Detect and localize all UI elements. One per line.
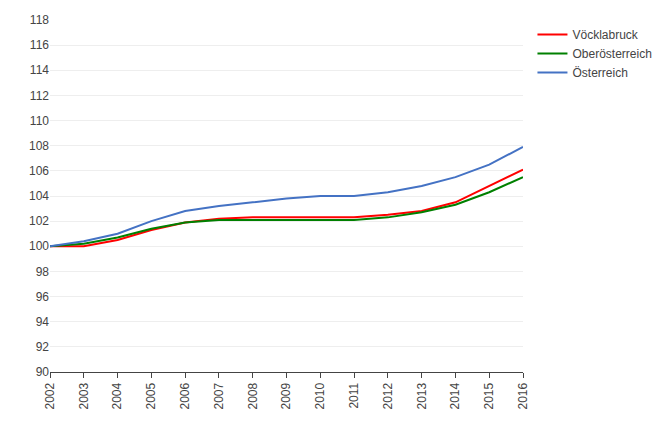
- svg-text:2014: 2014: [448, 382, 462, 409]
- svg-text:2010: 2010: [313, 382, 327, 409]
- svg-text:92: 92: [36, 340, 50, 354]
- svg-text:2008: 2008: [246, 382, 260, 409]
- svg-text:102: 102: [29, 214, 49, 228]
- svg-text:2005: 2005: [144, 382, 158, 409]
- svg-text:2012: 2012: [381, 382, 395, 409]
- svg-text:2011: 2011: [347, 382, 361, 408]
- svg-text:98: 98: [36, 265, 50, 279]
- svg-text:2007: 2007: [212, 382, 226, 409]
- svg-text:90: 90: [36, 365, 50, 379]
- svg-text:2002: 2002: [43, 382, 57, 409]
- svg-text:108: 108: [29, 139, 49, 153]
- svg-text:96: 96: [36, 290, 50, 304]
- svg-text:100: 100: [29, 239, 49, 253]
- svg-text:2006: 2006: [178, 382, 192, 409]
- svg-text:Österreich: Österreich: [572, 66, 627, 80]
- svg-text:2009: 2009: [279, 382, 293, 409]
- svg-text:Vöcklabruck: Vöcklabruck: [572, 28, 638, 42]
- svg-text:2015: 2015: [482, 382, 496, 409]
- svg-text:2013: 2013: [415, 382, 429, 409]
- svg-text:116: 116: [30, 38, 49, 52]
- svg-text:94: 94: [36, 315, 50, 329]
- svg-text:118: 118: [30, 13, 49, 27]
- svg-text:Oberösterreich: Oberösterreich: [572, 47, 651, 61]
- svg-text:2003: 2003: [77, 382, 91, 409]
- svg-text:106: 106: [29, 164, 49, 178]
- svg-text:2004: 2004: [110, 382, 124, 409]
- svg-text:2016: 2016: [516, 382, 530, 409]
- svg-text:114: 114: [30, 63, 49, 77]
- svg-text:110: 110: [30, 114, 49, 128]
- svg-text:104: 104: [29, 189, 49, 203]
- svg-text:112: 112: [30, 89, 49, 103]
